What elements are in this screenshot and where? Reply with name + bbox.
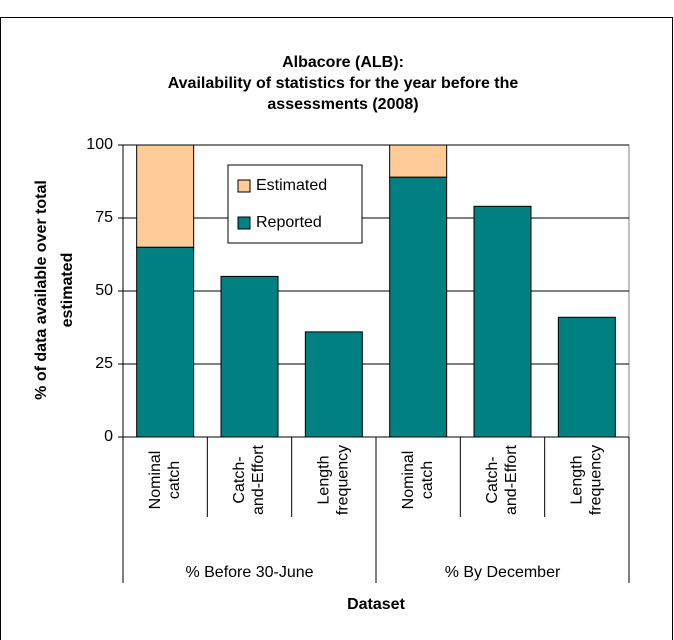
legend-label: Estimated	[256, 177, 327, 194]
frame	[0, 17, 673, 640]
chart-title: Albacore (ALB):	[282, 54, 404, 71]
y-tick-label: 75	[95, 209, 113, 226]
y-tick-label: 50	[95, 282, 113, 299]
x-tick-label: Nominal	[147, 451, 164, 510]
chart-title: Availability of statistics for the year …	[168, 75, 519, 92]
bar-segment	[220, 275, 279, 438]
legend-box	[227, 164, 363, 244]
y-axis-label: estimated	[59, 253, 76, 328]
legend-swatch	[237, 179, 251, 193]
group-label: % By December	[445, 564, 561, 581]
y-axis-label: % of data available over total	[33, 180, 50, 400]
x-tick-label: and-Effort	[503, 444, 520, 515]
x-tick-label: frequency	[588, 445, 605, 515]
y-tick-label: 100	[86, 136, 113, 153]
y-tick-label: 0	[104, 428, 113, 445]
bar-segment	[304, 331, 363, 438]
x-tick-label: Nominal	[400, 451, 417, 510]
bar-segment	[557, 316, 616, 438]
legend-label: Reported	[256, 214, 322, 231]
bar-segment	[136, 246, 195, 438]
bar-segment	[136, 144, 195, 248]
bar-segment	[389, 176, 448, 438]
x-tick-label: Catch-	[231, 456, 248, 503]
legend-swatch	[237, 216, 251, 230]
bar-segment	[389, 144, 448, 178]
x-tick-label: catch	[419, 461, 436, 499]
x-tick-label: Length	[316, 456, 333, 505]
chart-title: assessments (2008)	[267, 96, 418, 113]
x-tick-label: catch	[166, 461, 183, 499]
x-tick-label: and-Effort	[250, 444, 267, 515]
y-tick-label: 25	[95, 355, 113, 372]
x-tick-label: Length	[569, 456, 586, 505]
bar-segment	[473, 205, 532, 438]
x-tick-label: Catch-	[484, 456, 501, 503]
x-axis-label: Dataset	[347, 596, 405, 613]
group-label: % Before 30-June	[185, 564, 313, 581]
x-tick-label: frequency	[335, 445, 352, 515]
